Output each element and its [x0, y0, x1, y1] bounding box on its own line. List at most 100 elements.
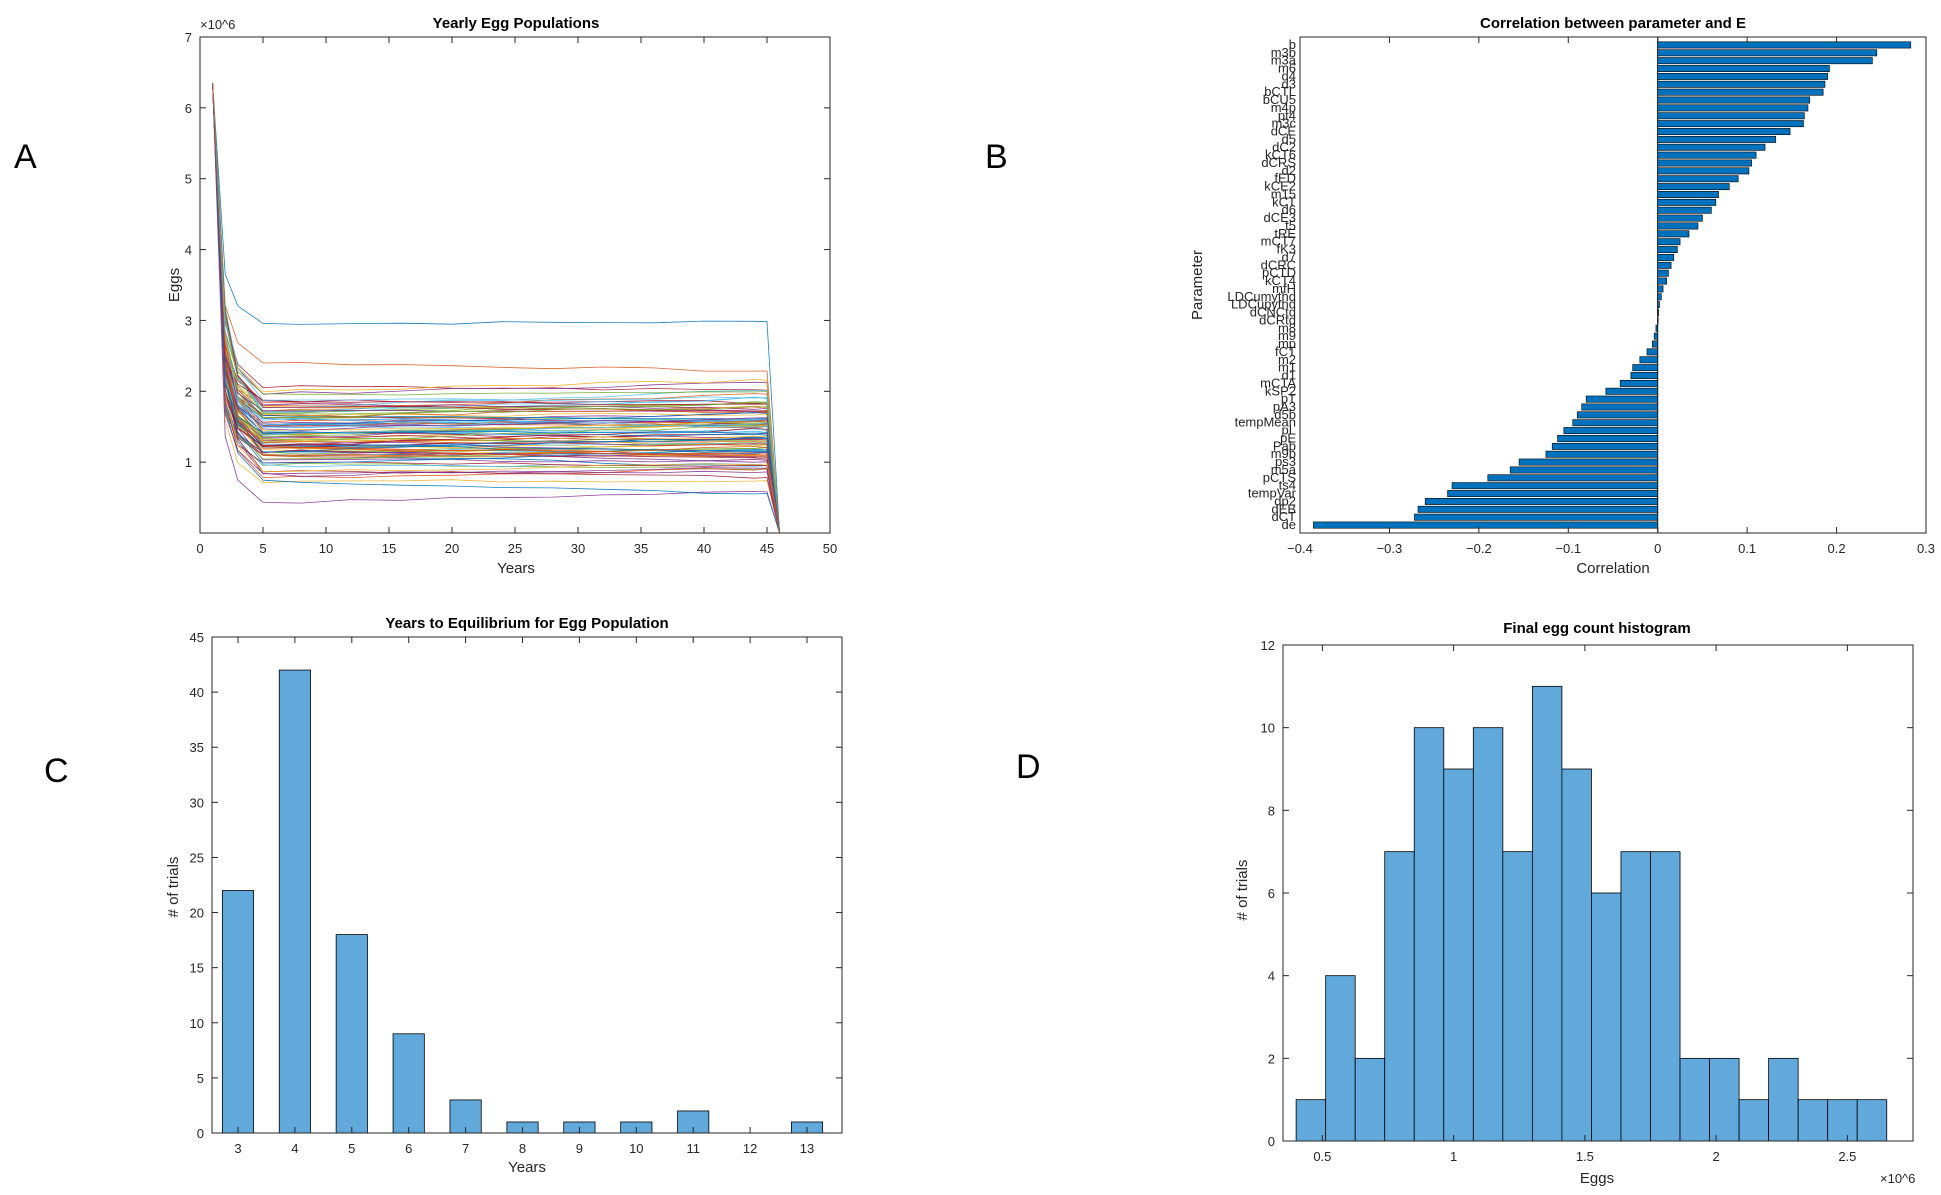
egg-series-line: [212, 83, 780, 534]
egg-series-line: [212, 83, 780, 534]
egg-series-line: [212, 83, 780, 534]
histogram-bin: [1827, 1099, 1858, 1142]
parameter-label: kSP2: [1265, 383, 1296, 398]
egg-series-line: [212, 83, 780, 534]
chart-a-axes-box: [199, 36, 831, 534]
y-tick-label: 5: [185, 172, 192, 187]
egg-series-line: [212, 83, 780, 534]
correlation-bar: [1605, 387, 1659, 395]
x-tick-label: 15: [382, 541, 396, 556]
y-tick-label: 25: [190, 850, 204, 865]
parameter-label: pCTS: [1263, 470, 1297, 485]
x-tick-label: 10: [629, 1141, 643, 1156]
x-tick-label: 8: [519, 1141, 526, 1156]
egg-series-line: [212, 83, 780, 534]
chart-b-axes-box: [1299, 36, 1927, 534]
histogram-bin: [1531, 685, 1563, 1142]
x-tick-label: 1.5: [1576, 1149, 1594, 1164]
parameter-label: m4p: [1271, 100, 1296, 115]
correlation-bar: [1545, 450, 1659, 458]
egg-series-line: [212, 83, 780, 534]
egg-series-line: [212, 83, 780, 534]
correlation-bar: [1581, 403, 1659, 411]
egg-series-line: [212, 83, 780, 534]
egg-series-line: [212, 83, 780, 534]
correlation-bar: [1557, 435, 1659, 442]
parameter-label: kCT: [1272, 194, 1296, 209]
egg-series-line: [212, 83, 780, 534]
egg-series-line: [212, 83, 780, 534]
y-tick-label: 35: [190, 740, 204, 755]
histogram-bin: [1384, 851, 1415, 1142]
y-tick-label: 0: [1268, 1134, 1275, 1149]
histogram-bin: [1797, 1099, 1829, 1142]
parameter-label: pT: [1281, 391, 1296, 406]
chart-b-correlation: Correlation between parameter and E Corr…: [1189, 15, 1935, 577]
egg-series-line: [212, 83, 780, 534]
parameter-label: d4: [1282, 68, 1296, 83]
y-tick-label: 8: [1268, 803, 1275, 818]
correlation-bar: [1657, 151, 1757, 159]
chart-a-ylabel: Eggs: [166, 268, 183, 302]
correlation-bar: [1572, 419, 1659, 427]
correlation-bar: [1657, 104, 1809, 112]
egg-series-line: [212, 83, 780, 534]
egg-series-line: [212, 83, 780, 534]
y-tick-label: 6: [1268, 886, 1275, 901]
parameter-label: tempMean: [1235, 415, 1296, 430]
correlation-bar: [1657, 88, 1824, 96]
x-tick-label: 10: [319, 541, 333, 556]
parameter-label: pCTD: [1262, 265, 1296, 280]
egg-series-line: [212, 83, 780, 534]
correlation-bar: [1657, 309, 1659, 316]
egg-series-line: [212, 83, 780, 534]
y-tick-label: 20: [190, 906, 204, 921]
chart-c-years-to-equilibrium: Years to Equilibrium for Egg Population …: [165, 615, 843, 1176]
x-tick-label: 2.5: [1838, 1149, 1856, 1164]
y-tick-label: 45: [190, 630, 204, 645]
x-tick-label: 0: [196, 541, 203, 556]
egg-series-line: [212, 83, 780, 534]
parameter-label: dCE3: [1263, 210, 1296, 225]
correlation-bar: [1414, 513, 1659, 521]
parameter-label: d7: [1282, 249, 1296, 264]
y-tick-label: 40: [190, 685, 204, 700]
chart-a-exponent: ×10^6: [200, 17, 235, 32]
correlation-bar: [1639, 356, 1659, 364]
egg-series-line: [212, 83, 780, 534]
y-tick-label: 30: [190, 795, 204, 810]
correlation-bar: [1585, 395, 1659, 403]
egg-series-line: [212, 83, 780, 534]
egg-series-line: [212, 83, 780, 534]
correlation-bar: [1417, 505, 1659, 513]
egg-series-line: [212, 83, 780, 534]
x-tick-label: 20: [445, 541, 459, 556]
egg-series-line: [212, 83, 780, 534]
egg-series-line: [212, 83, 780, 534]
egg-series-line: [212, 83, 780, 534]
parameter-label: m15: [1271, 186, 1296, 201]
y-tick-label: 4: [185, 243, 192, 258]
egg-series-line: [212, 83, 780, 534]
chart-d-bars: [1295, 685, 1888, 1142]
parameter-label: kCE2: [1264, 179, 1296, 194]
correlation-bar: [1657, 135, 1777, 143]
histogram-bin: [1856, 1099, 1888, 1142]
egg-series-line: [212, 83, 780, 534]
egg-series-line: [212, 83, 780, 534]
panel-letter-b: B: [985, 138, 1008, 176]
correlation-bar: [1447, 490, 1659, 498]
x-tick-label: 45: [760, 541, 774, 556]
parameter-label: dC2: [1272, 139, 1296, 154]
correlation-bar: [1652, 340, 1659, 348]
x-tick-label: 0.1: [1738, 541, 1756, 556]
egg-series-line: [212, 83, 780, 534]
egg-series-line: [212, 83, 780, 534]
correlation-bar: [1518, 458, 1659, 466]
y-tick-label: 4: [1268, 969, 1275, 984]
y-tick-label: 7: [185, 30, 192, 45]
egg-series-line: [212, 83, 780, 534]
chart-b-bars: bm3bm3am6d4d3bCTLbCU5m4ppt4m3cdCEd5dC2kC…: [1227, 37, 1912, 533]
parameter-label: m1: [1278, 360, 1296, 375]
correlation-bar: [1657, 167, 1750, 175]
